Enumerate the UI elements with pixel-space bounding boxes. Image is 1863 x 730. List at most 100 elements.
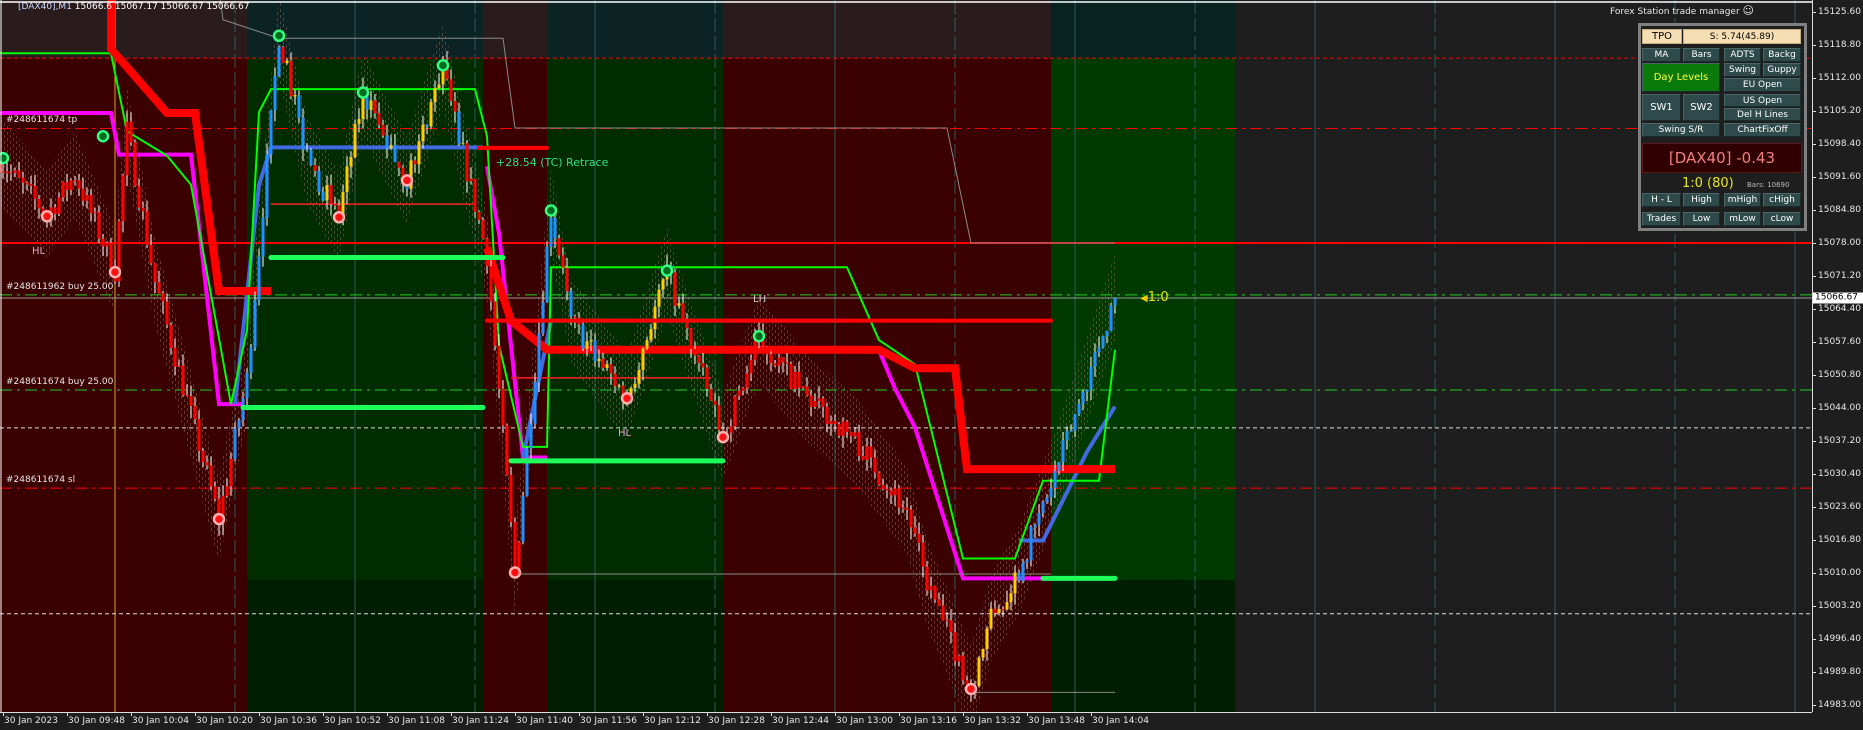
candle-body — [677, 303, 681, 306]
candle-body — [717, 405, 721, 431]
candle-body — [593, 340, 597, 362]
candle-body — [897, 488, 901, 508]
candle-body — [21, 177, 25, 183]
chart-canvas[interactable] — [0, 0, 1812, 712]
lh-label: LH — [753, 294, 767, 305]
session-zone-top — [547, 0, 723, 59]
candle-body — [909, 509, 913, 528]
high-button[interactable]: High — [1683, 193, 1720, 207]
candle-body — [193, 406, 197, 420]
time-tick — [515, 713, 516, 716]
low-button[interactable]: Low — [1683, 212, 1720, 226]
tpo-button[interactable]: TPO — [1642, 29, 1682, 44]
candle-body — [73, 180, 77, 182]
trades-button[interactable]: Trades — [1642, 212, 1681, 226]
hl-label: HL — [618, 428, 632, 439]
candle-body — [345, 166, 349, 193]
mhigh-button[interactable]: mHigh — [1724, 193, 1761, 207]
smiley-icon[interactable]: ☺ — [1742, 4, 1754, 17]
mlow-button[interactable]: mLow — [1724, 212, 1761, 226]
candle-body — [1093, 352, 1097, 367]
h-l-button[interactable]: H - L — [1642, 193, 1681, 207]
time-tick-label: 30 Jan 13:32 — [964, 716, 1021, 726]
candle-body — [809, 395, 813, 407]
chart-fix-off-button[interactable]: ChartFixOff — [1724, 123, 1801, 137]
candle-body — [1113, 297, 1117, 306]
candle-body — [869, 446, 873, 458]
candle-body — [57, 197, 61, 214]
trade-ratio: 1:0 (80) — [1682, 176, 1734, 191]
price-tick — [1813, 441, 1816, 442]
price-chart[interactable]: [DAX40],M1 15066.6 15067.17 15066.67 150… — [0, 0, 1812, 712]
swing-low-marker — [400, 174, 414, 187]
price-tick — [1813, 573, 1816, 574]
candle-body — [349, 157, 353, 167]
adts-button[interactable]: ADTS — [1724, 48, 1761, 62]
price-axis[interactable]: 15125.60 15118.80 15112.00 15105.20 15098.40… — [1812, 0, 1863, 712]
candle-body — [793, 371, 797, 389]
price-tick — [1813, 474, 1816, 475]
sl-label: #248611674 sl — [6, 475, 76, 486]
time-axis[interactable]: 30 Jan 2023 30 Jan 09:48 30 Jan 10:04 30 Ja… — [0, 712, 1812, 730]
candle-body — [481, 220, 485, 239]
candle-body — [381, 124, 385, 136]
candle-body — [1021, 562, 1025, 581]
sw1-button[interactable]: SW1 — [1642, 94, 1681, 121]
time-tick — [771, 713, 772, 716]
candle-body — [521, 495, 525, 542]
candle-body — [137, 185, 141, 208]
sw2-button[interactable]: SW2 — [1683, 94, 1720, 121]
candle-body — [109, 242, 113, 272]
swing-high-marker — [544, 204, 558, 217]
us-open-button[interactable]: US Open — [1724, 94, 1801, 107]
candle-body — [257, 256, 261, 301]
candle-body — [357, 119, 361, 124]
swing-button[interactable]: Swing — [1724, 63, 1761, 77]
candle-body — [1069, 430, 1073, 432]
swing-high-marker — [272, 29, 286, 43]
candle-body — [933, 585, 937, 600]
del-h-lines-button[interactable]: Del H Lines — [1724, 108, 1801, 121]
candle-body — [101, 238, 105, 247]
candle-body — [373, 100, 377, 114]
ohlc-values: 15066.6 15067.17 15066.67 15066.67 — [74, 2, 250, 12]
backg-button[interactable]: Backg — [1763, 48, 1801, 62]
candle-body — [961, 655, 965, 681]
candle-body — [421, 124, 425, 142]
candle-body — [745, 373, 749, 388]
time-tick — [3, 713, 4, 716]
chigh-button[interactable]: cHigh — [1763, 193, 1801, 207]
day-levels-button[interactable]: Day Levels — [1642, 63, 1720, 92]
candle-body — [285, 60, 289, 64]
time-tick — [1027, 713, 1028, 716]
candle-body — [413, 160, 417, 165]
candle-body — [1041, 502, 1045, 513]
candle-body — [465, 143, 469, 182]
clow-button[interactable]: cLow — [1763, 212, 1801, 226]
candle-body — [825, 406, 829, 424]
swing-sr-button[interactable]: Swing S/R — [1642, 123, 1720, 137]
candle-body — [385, 135, 389, 149]
candle-body — [477, 211, 481, 221]
price-tick — [1813, 342, 1816, 343]
candle-body — [1033, 524, 1037, 527]
price-tick — [1813, 540, 1816, 541]
candle-body — [213, 486, 217, 499]
guppy-button[interactable]: Guppy — [1763, 63, 1801, 77]
eu-open-button[interactable]: EU Open — [1724, 78, 1801, 92]
candle-body — [441, 60, 445, 85]
candle-body — [849, 432, 853, 437]
candle-body — [501, 388, 505, 426]
candle-body — [953, 632, 957, 662]
tp-label: #248611674 tp — [6, 115, 78, 126]
candle-body — [1105, 331, 1109, 337]
bars-button[interactable]: Bars — [1683, 48, 1720, 62]
buy-order-label: #248611962 buy 25.00 — [6, 281, 114, 292]
candle-body — [297, 95, 301, 119]
candle-body — [661, 279, 665, 290]
ma-button[interactable]: MA — [1642, 48, 1681, 62]
candle-body — [989, 608, 993, 629]
time-tick-label: 30 Jan 11:56 — [580, 716, 637, 726]
time-tick-label: 30 Jan 13:00 — [836, 716, 893, 726]
price-tick-label: 15064.40 — [1818, 304, 1861, 314]
